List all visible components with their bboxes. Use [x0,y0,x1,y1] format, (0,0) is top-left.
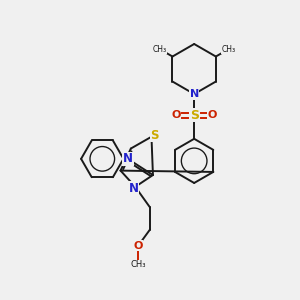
Text: O: O [134,241,143,251]
Text: CH₃: CH₃ [221,45,236,54]
Text: O: O [208,110,217,120]
Text: O: O [171,110,181,120]
Text: CH₃: CH₃ [153,45,167,54]
Text: S: S [190,109,199,122]
Text: N: N [190,89,199,99]
Text: S: S [150,129,159,142]
Text: CH₃: CH₃ [130,260,146,269]
Text: N: N [123,152,133,165]
Text: N: N [129,182,139,195]
